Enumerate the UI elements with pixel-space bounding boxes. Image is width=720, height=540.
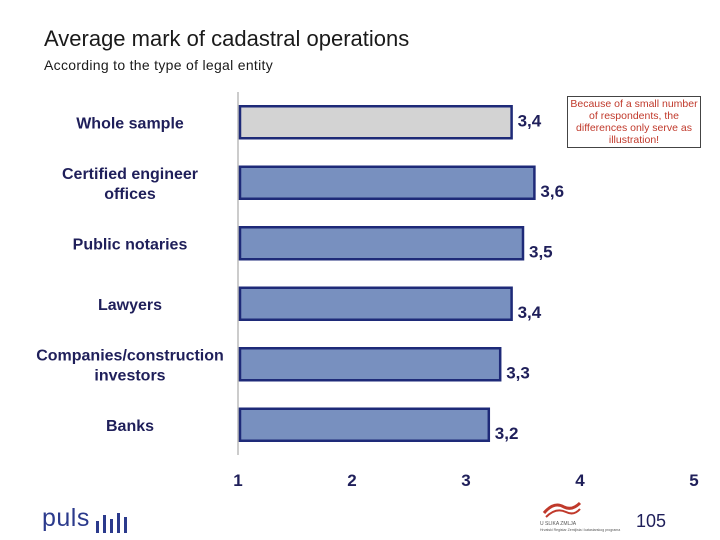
value-label-1: 3,4 <box>518 111 542 130</box>
value-label-2: 3,6 <box>540 182 564 201</box>
category-label-2: Certified engineer <box>62 166 198 183</box>
emblem-caption: Hrvatski Registar Zemljista i katastarsk… <box>540 528 621 532</box>
value-label-6: 3,2 <box>495 424 519 443</box>
bar-2 <box>238 165 536 200</box>
category-label-5: investors <box>94 367 165 384</box>
category-label-3: Public notaries <box>73 236 188 253</box>
category-label-5: Companies/construction <box>36 347 224 364</box>
emblem-icon <box>542 501 582 518</box>
x-tick-label-3: 3 <box>461 471 470 490</box>
logo-bars-icon <box>95 504 131 533</box>
x-tick-label-4: 4 <box>575 471 585 490</box>
x-tick-label-1: 1 <box>233 471 242 490</box>
emblem-logo: U SLIKA ZMLJA Hrvatski Registar Zemljist… <box>540 497 620 537</box>
category-label-6: Banks <box>106 418 154 435</box>
value-label-3: 3,5 <box>529 242 553 261</box>
illustration-note: Because of a small number of respondents… <box>567 96 701 148</box>
bar-3 <box>238 226 525 261</box>
chart-title: Average mark of cadastral operations <box>44 26 410 51</box>
page-number: 105 <box>636 511 667 531</box>
value-label-5: 3,3 <box>506 363 530 382</box>
value-label-4: 3,4 <box>518 303 542 322</box>
bar-4 <box>238 286 513 321</box>
puls-logo: puls <box>42 504 131 533</box>
logo-text: puls <box>42 504 90 532</box>
chart-subtitle: According to the type of legal entity <box>44 57 274 73</box>
bar-6 <box>238 407 491 442</box>
bar-1 <box>238 105 513 140</box>
category-label-1: Whole sample <box>76 115 184 132</box>
category-label-2: offices <box>104 186 156 203</box>
x-tick-label-5: 5 <box>689 471 698 490</box>
x-tick-label-2: 2 <box>347 471 356 490</box>
emblem-name: U SLIKA ZMLJA <box>540 521 577 527</box>
bar-5 <box>238 347 502 382</box>
category-label-4: Lawyers <box>98 297 162 314</box>
